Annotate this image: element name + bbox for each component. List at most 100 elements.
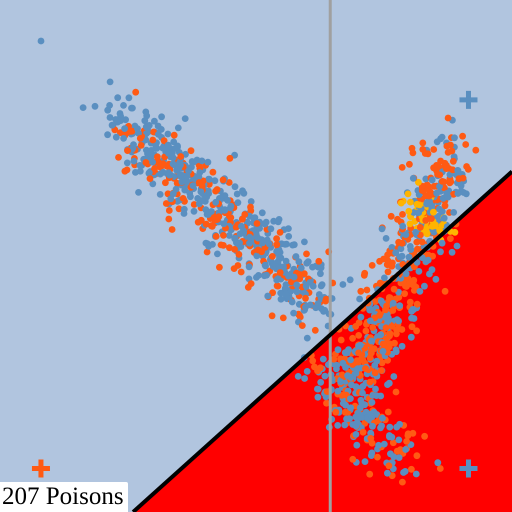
point-orange <box>121 167 129 175</box>
point-orange <box>366 470 374 478</box>
point-blue <box>304 258 312 266</box>
point-orange <box>448 147 456 155</box>
point-blue <box>136 167 144 175</box>
point-orange <box>416 224 424 231</box>
point-orange <box>447 178 455 186</box>
point-blue <box>342 401 349 409</box>
point-orange <box>208 222 216 229</box>
point-blue <box>440 214 448 222</box>
point-blue <box>281 241 289 248</box>
point-blue <box>337 378 344 386</box>
point-blue <box>438 133 446 141</box>
point-orange <box>164 190 172 198</box>
point-orange <box>235 251 243 258</box>
point-blue <box>290 309 297 317</box>
point-orange <box>436 465 444 472</box>
point-orange <box>151 165 159 173</box>
point-orange <box>418 238 426 246</box>
point-blue <box>428 266 436 274</box>
point-orange <box>154 153 161 161</box>
point-orange <box>213 186 221 193</box>
point-orange <box>380 255 387 263</box>
plus-marker-blue <box>459 90 478 109</box>
point-orange <box>374 453 381 461</box>
point-orange <box>276 269 284 276</box>
point-blue <box>158 113 166 121</box>
point-orange <box>357 287 365 295</box>
point-blue <box>273 276 281 284</box>
point-blue <box>375 441 382 449</box>
point-blue <box>402 446 410 453</box>
point-orange <box>230 265 238 272</box>
point-blue <box>130 157 138 165</box>
point-blue <box>295 258 303 266</box>
point-blue <box>231 183 239 191</box>
point-blue <box>245 263 253 271</box>
point-blue <box>384 381 391 388</box>
point-blue <box>333 365 340 373</box>
point-orange <box>315 257 323 265</box>
point-orange <box>366 378 374 386</box>
point-blue <box>436 183 443 190</box>
point-orange <box>438 178 446 185</box>
point-blue <box>190 158 198 166</box>
point-orange <box>429 252 436 260</box>
point-blue <box>149 158 157 166</box>
point-blue <box>290 273 298 281</box>
decision-boundary <box>131 170 512 512</box>
point-blue <box>247 198 255 205</box>
point-orange <box>413 327 420 335</box>
point-orange <box>355 349 362 357</box>
point-blue <box>428 176 436 184</box>
point-blue <box>395 454 403 461</box>
point-blue <box>197 188 205 196</box>
point-orange <box>269 253 276 260</box>
point-blue <box>401 468 409 475</box>
point-blue <box>149 180 157 188</box>
point-orange <box>137 142 145 149</box>
point-blue <box>395 436 403 444</box>
point-orange <box>322 297 329 305</box>
point-blue <box>393 316 401 323</box>
point-blue <box>288 298 296 306</box>
point-orange <box>393 447 401 455</box>
point-orange <box>408 144 416 152</box>
point-orange <box>311 326 319 334</box>
point-blue <box>129 145 137 152</box>
point-orange <box>279 314 287 322</box>
point-blue <box>282 257 290 265</box>
point-orange <box>441 287 449 295</box>
point-orange <box>434 170 441 178</box>
point-orange <box>338 371 346 379</box>
point-blue <box>123 159 131 167</box>
point-orange <box>146 175 154 183</box>
point-orange <box>237 268 245 276</box>
point-blue <box>352 431 360 438</box>
point-blue <box>231 234 239 242</box>
point-orange <box>447 235 454 243</box>
point-blue <box>206 175 213 183</box>
point-orange <box>309 357 317 365</box>
point-blue <box>254 234 262 242</box>
point-blue <box>396 302 404 309</box>
point-orange <box>419 139 427 147</box>
point-orange <box>136 135 144 142</box>
point-orange <box>341 408 349 416</box>
point-orange <box>268 312 276 320</box>
point-poison <box>397 199 405 207</box>
point-orange <box>408 465 415 473</box>
point-blue <box>339 281 347 288</box>
point-blue <box>293 288 301 296</box>
point-blue <box>318 281 326 288</box>
point-orange <box>369 324 377 331</box>
point-orange <box>376 279 384 287</box>
point-blue <box>282 291 290 299</box>
point-orange <box>367 435 375 442</box>
point-orange <box>398 326 406 333</box>
point-orange <box>332 408 340 416</box>
point-orange <box>247 203 254 211</box>
point-orange <box>202 220 210 228</box>
poison-count-label: 207 Poisons <box>0 482 128 512</box>
point-orange <box>413 300 421 308</box>
